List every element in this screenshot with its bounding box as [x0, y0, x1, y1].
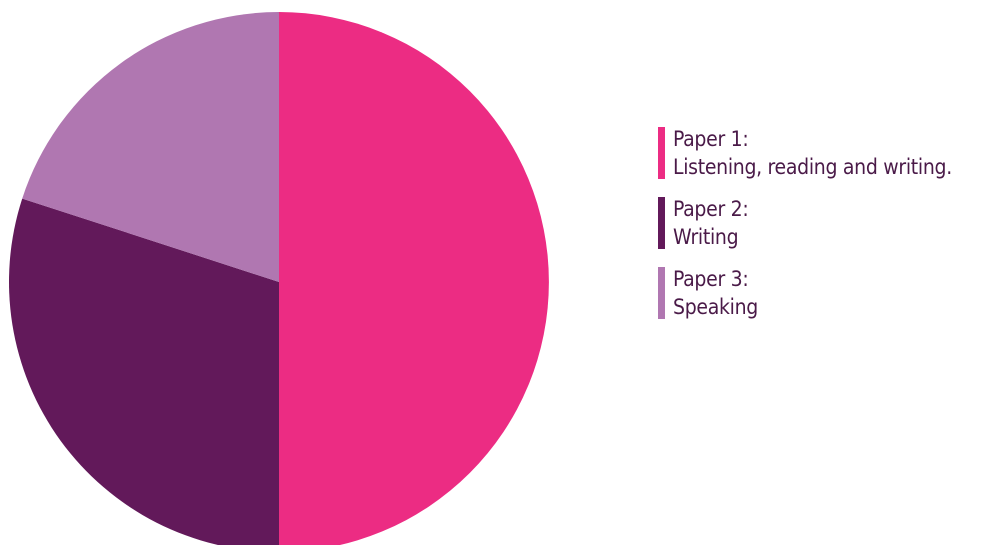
legend-item-paper-1: Paper 1: Listening, reading and writing. [658, 125, 994, 181]
legend-item-paper-2: Paper 2: Writing [658, 195, 994, 251]
legend-label-paper-1: Paper 1: [673, 127, 749, 151]
legend-label-paper-2: Paper 2: [673, 197, 749, 221]
legend-item-paper-3: Paper 3: Speaking [658, 265, 994, 321]
legend-description-paper-2: Writing [673, 225, 739, 249]
pie-slice-paper-3 [22, 12, 279, 282]
pie-slice-paper-1 [279, 12, 549, 545]
pie-slice-paper-2 [9, 198, 279, 545]
legend-label-paper-3: Paper 3: [673, 267, 749, 291]
legend-swatch-paper-3 [658, 267, 665, 319]
legend-description-paper-3: Speaking [673, 295, 758, 319]
legend: Paper 1: Listening, reading and writing.… [658, 125, 994, 335]
legend-swatch-paper-1 [658, 127, 665, 179]
legend-description-paper-1: Listening, reading and writing. [673, 155, 952, 179]
legend-swatch-paper-2 [658, 197, 665, 249]
pie-plot [9, 12, 549, 545]
